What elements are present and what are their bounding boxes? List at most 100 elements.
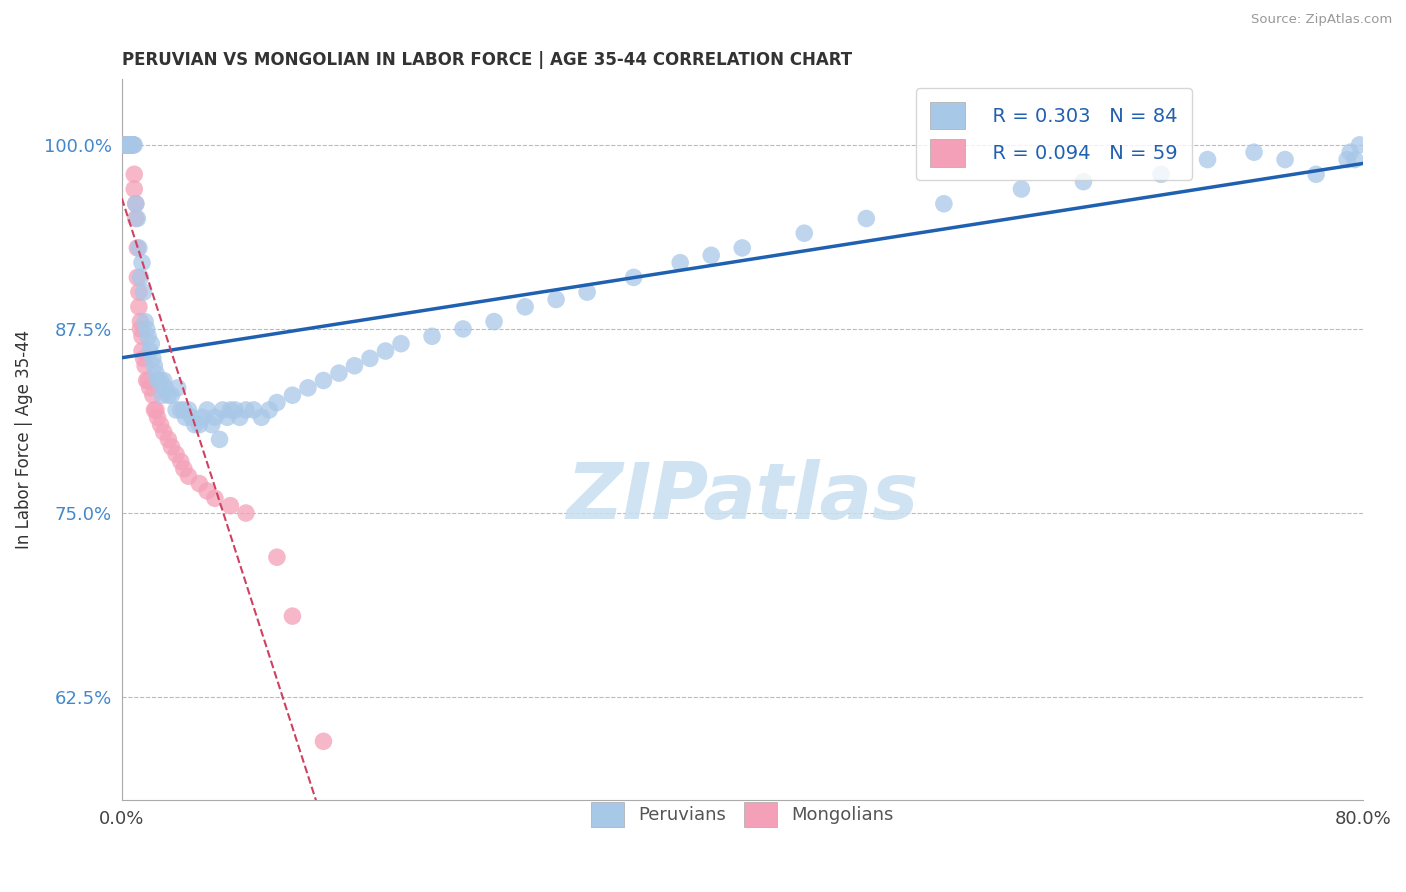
Point — [118, 137, 141, 152]
Point — [122, 167, 145, 181]
Point — [242, 403, 264, 417]
Point — [146, 374, 169, 388]
Point — [224, 403, 246, 417]
Point — [183, 417, 205, 432]
Point — [482, 315, 505, 329]
Point — [115, 137, 138, 152]
Point — [180, 410, 202, 425]
Point — [576, 285, 599, 299]
Point — [112, 137, 135, 152]
Point — [160, 440, 183, 454]
Point — [125, 196, 148, 211]
Point — [1344, 153, 1367, 167]
Point — [177, 469, 200, 483]
Point — [120, 137, 142, 152]
Point — [328, 366, 350, 380]
Point — [155, 381, 177, 395]
Point — [343, 359, 366, 373]
Point — [257, 403, 280, 417]
Point — [120, 137, 142, 152]
Point — [281, 388, 304, 402]
Point — [157, 433, 180, 447]
Point — [134, 315, 156, 329]
Point — [127, 211, 149, 226]
Point — [115, 137, 138, 152]
Point — [114, 137, 136, 152]
Point — [118, 137, 141, 152]
Point — [266, 550, 288, 565]
Point — [297, 381, 319, 395]
Point — [118, 137, 141, 152]
Point — [118, 137, 141, 152]
Point — [115, 137, 138, 152]
Point — [1073, 175, 1095, 189]
Point — [112, 137, 135, 152]
Point — [170, 454, 193, 468]
Point — [136, 329, 159, 343]
Point — [201, 417, 224, 432]
Point — [132, 351, 155, 366]
Point — [142, 351, 165, 366]
Point — [127, 241, 149, 255]
Point — [793, 226, 815, 240]
Point — [121, 137, 143, 152]
Point — [855, 211, 877, 226]
Point — [235, 403, 257, 417]
Point — [143, 403, 166, 417]
Point — [204, 410, 226, 425]
Point — [235, 506, 257, 520]
Point — [208, 433, 231, 447]
Point — [389, 336, 412, 351]
Point — [312, 734, 335, 748]
Point — [165, 403, 187, 417]
Point — [131, 255, 153, 269]
Point — [173, 403, 195, 417]
Point — [150, 388, 173, 402]
Point — [160, 388, 183, 402]
Point — [188, 476, 211, 491]
Point — [114, 137, 136, 152]
Point — [132, 285, 155, 299]
Point — [420, 329, 443, 343]
Point — [1348, 137, 1371, 152]
Point — [128, 285, 150, 299]
Point — [195, 403, 218, 417]
Point — [149, 417, 172, 432]
Point — [118, 137, 141, 152]
Point — [128, 241, 150, 255]
Point — [114, 137, 136, 152]
Point — [177, 403, 200, 417]
Point — [120, 137, 142, 152]
Point — [731, 241, 754, 255]
Point — [1274, 153, 1296, 167]
Point — [139, 381, 162, 395]
Point — [266, 395, 288, 409]
Point — [1336, 153, 1358, 167]
Y-axis label: In Labor Force | Age 35-44: In Labor Force | Age 35-44 — [15, 330, 32, 549]
Text: ZIPatlas: ZIPatlas — [567, 459, 918, 535]
Point — [157, 388, 180, 402]
Point — [120, 137, 142, 152]
Point — [117, 137, 139, 152]
Point — [136, 374, 159, 388]
Point — [115, 137, 138, 152]
Point — [173, 462, 195, 476]
Point — [129, 322, 152, 336]
Point — [127, 270, 149, 285]
Point — [374, 344, 396, 359]
Point — [211, 403, 233, 417]
Point — [217, 410, 239, 425]
Point — [129, 315, 152, 329]
Point — [1010, 182, 1032, 196]
Point — [149, 374, 172, 388]
Point — [112, 137, 135, 152]
Point — [669, 255, 692, 269]
Point — [152, 374, 174, 388]
Point — [152, 425, 174, 439]
Point — [135, 322, 157, 336]
Text: PERUVIAN VS MONGOLIAN IN LABOR FORCE | AGE 35-44 CORRELATION CHART: PERUVIAN VS MONGOLIAN IN LABOR FORCE | A… — [122, 51, 852, 69]
Point — [115, 137, 138, 152]
Point — [121, 137, 143, 152]
Point — [228, 410, 250, 425]
Point — [1339, 145, 1361, 160]
